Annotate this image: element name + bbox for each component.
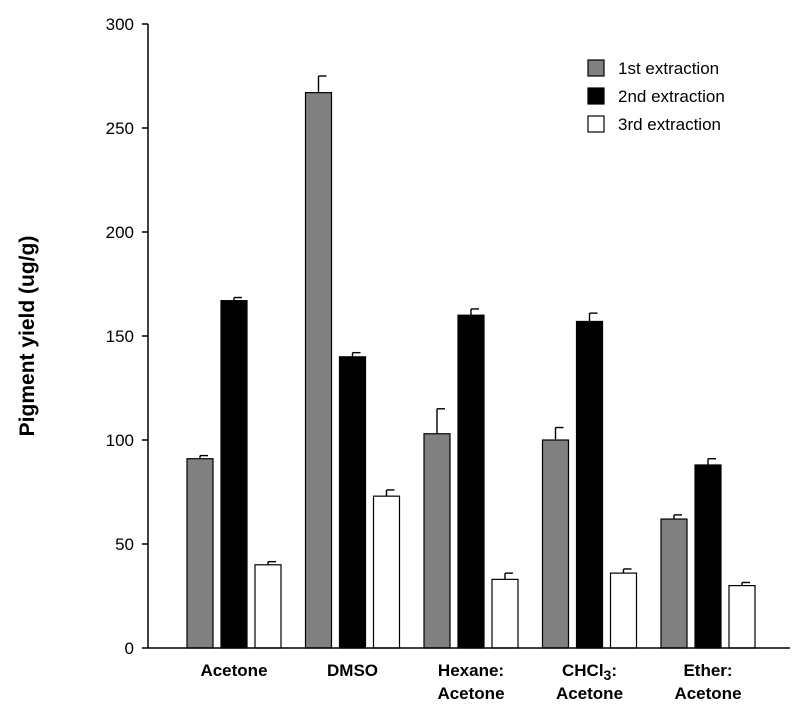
bar-2nd-extraction xyxy=(220,300,248,649)
x-tick-label: Acetone xyxy=(200,661,267,680)
x-tick-label: Hexane: xyxy=(438,661,504,680)
bar-3rd-extraction xyxy=(491,578,519,649)
bar-1st-extraction xyxy=(423,433,451,649)
legend-swatch xyxy=(587,115,605,133)
y-tick-label: 150 xyxy=(106,327,134,346)
bar-2nd-extraction xyxy=(457,314,485,649)
bar-3rd-extraction xyxy=(609,572,638,649)
legend-label: 3rd extraction xyxy=(618,115,721,134)
bar-3rd-extraction xyxy=(728,584,756,649)
bar-1st-extraction xyxy=(186,458,214,649)
y-axis: 0 50 100 150 200 250 300 xyxy=(106,15,149,658)
x-tick-label-line2: Acetone xyxy=(437,684,504,703)
bar-1st-extraction xyxy=(541,439,570,649)
bar-2nd-extraction xyxy=(575,320,604,649)
bar-2nd-extraction xyxy=(338,356,367,649)
bar-2nd-extraction xyxy=(694,464,722,649)
legend-label: 1st extraction xyxy=(618,59,719,78)
legend-swatch xyxy=(587,59,605,77)
bar-1st-extraction xyxy=(660,518,688,649)
bar-1st-extraction xyxy=(304,92,333,649)
x-axis: Acetone DMSO Hexane:AcetoneCHCl3:AcetoneEt… xyxy=(148,647,790,703)
y-axis-title: Pigment yield (ug/g) xyxy=(16,236,39,437)
x-tick-label: DMSO xyxy=(327,661,378,680)
x-tick-label-line2: Acetone xyxy=(556,684,623,703)
y-tick-label: 250 xyxy=(106,119,134,138)
y-tick-label: 0 xyxy=(125,639,134,658)
x-tick-label-line2: Acetone xyxy=(674,684,741,703)
legend: 1st extraction 2nd extraction 3rd extracti… xyxy=(587,59,725,134)
y-tick-label: 50 xyxy=(115,535,134,554)
legend-label: 2nd extraction xyxy=(618,87,725,106)
y-tick-label: 200 xyxy=(106,223,134,242)
legend-swatch xyxy=(587,87,605,105)
bar-3rd-extraction xyxy=(254,564,282,649)
bars xyxy=(186,75,756,649)
bar-3rd-extraction xyxy=(372,495,401,649)
x-tick-label: CHCl3: xyxy=(562,661,617,683)
y-tick-label: 300 xyxy=(106,15,134,34)
y-tick-label: 100 xyxy=(106,431,134,450)
x-tick-label: Ether: xyxy=(683,661,732,680)
